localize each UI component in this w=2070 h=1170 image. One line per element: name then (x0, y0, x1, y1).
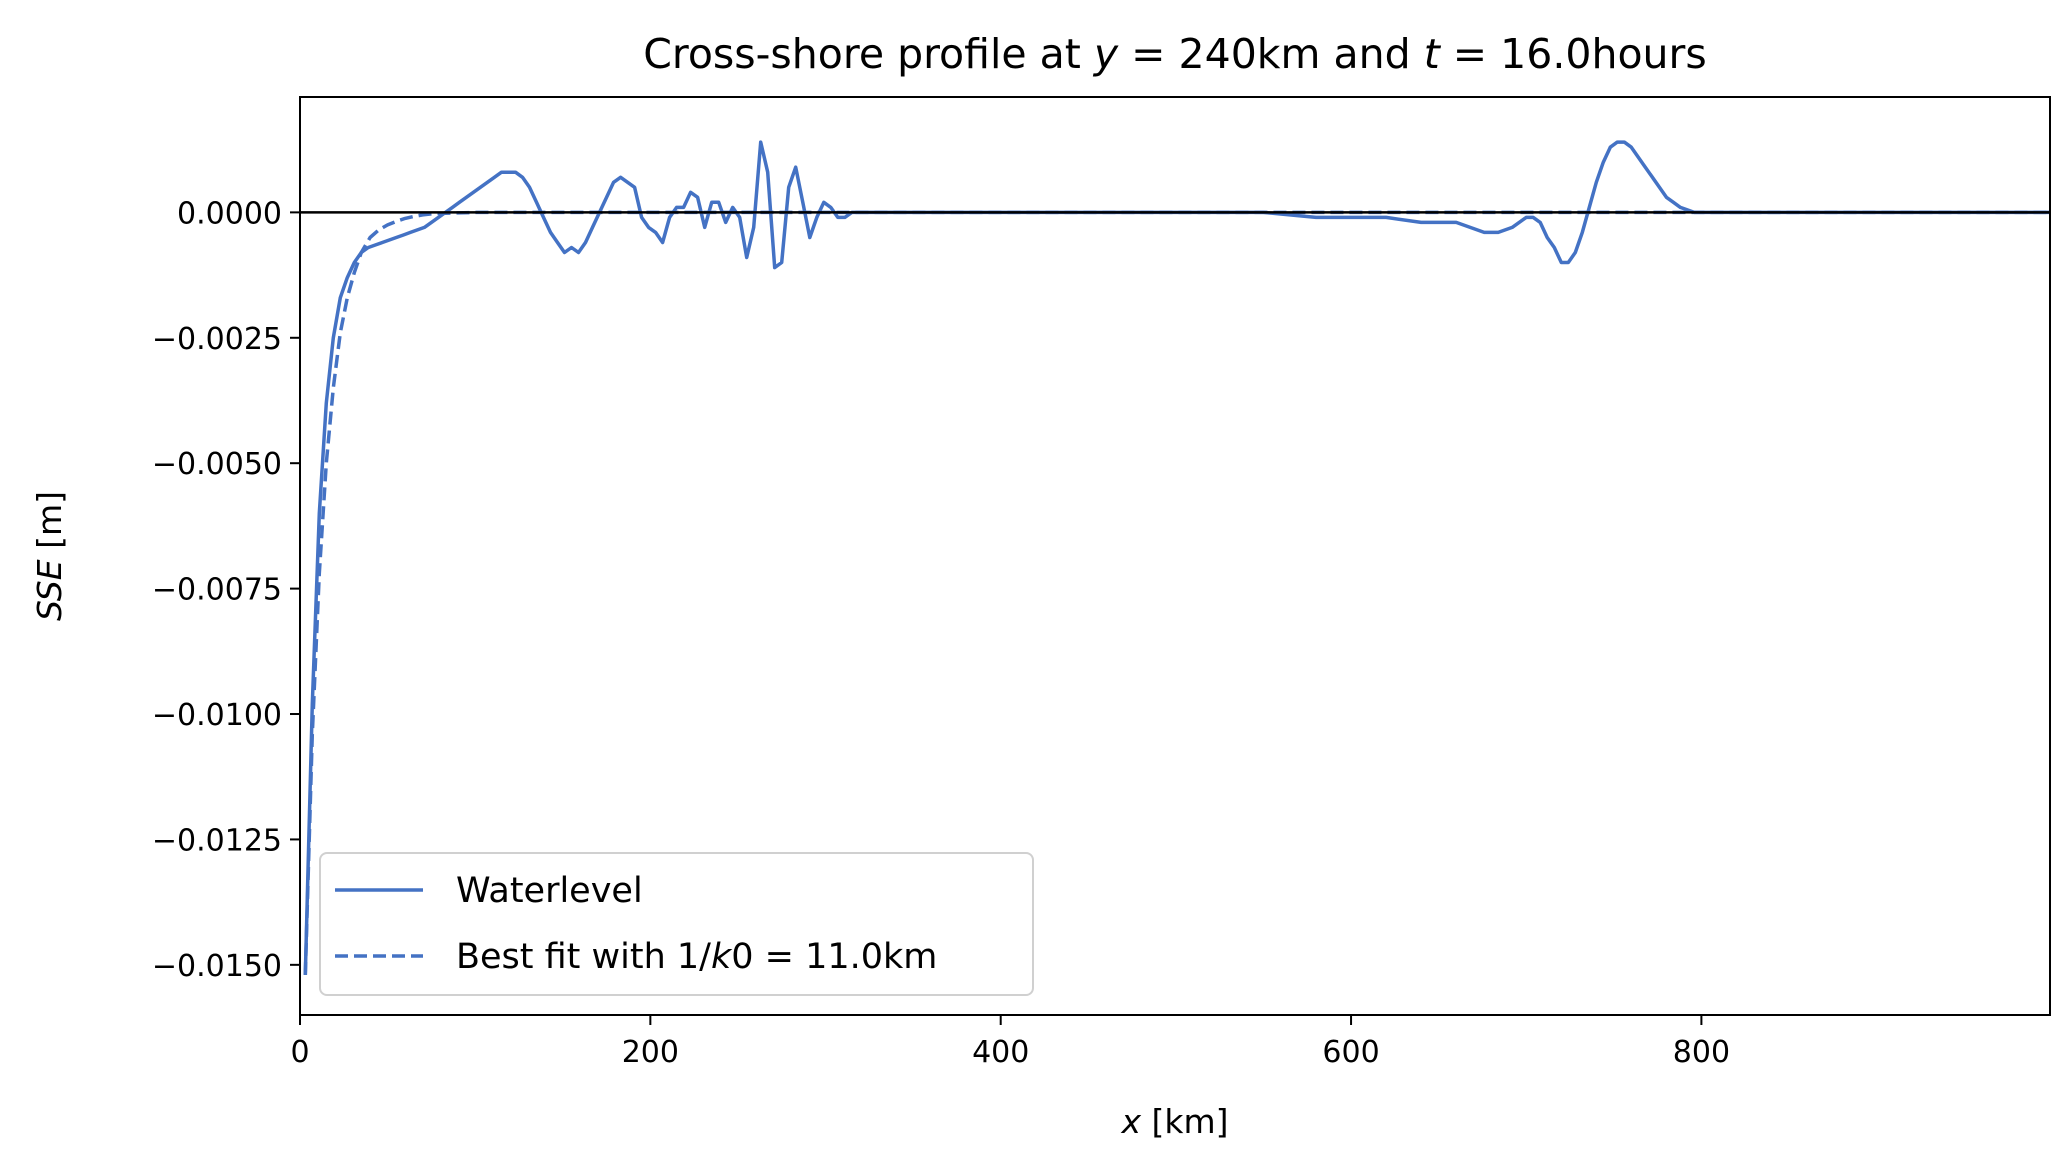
series-line-waterlevel (303, 140, 2050, 975)
y-tick-label: −0.0125 (152, 823, 282, 858)
y-tick-label: −0.0100 (152, 698, 282, 733)
x-tick-label: 200 (622, 1035, 679, 1070)
x-tick-label: 600 (1322, 1035, 1379, 1070)
legend-waterlevel-label: Waterlevel (456, 871, 643, 911)
y-tick-label: 0.0000 (177, 196, 282, 231)
x-axis-ticks: 0 200 400 600 800 (290, 1015, 1730, 1070)
x-axis-label: x [km] (1120, 1102, 1228, 1141)
y-axis-label: SSE [m] (30, 491, 69, 621)
plot-frame (299, 96, 2051, 1016)
y-tick-label: −0.0075 (152, 573, 282, 608)
x-tick-label: 400 (972, 1035, 1029, 1070)
chart-title: Cross-shore profile at y = 240km and t =… (643, 30, 1707, 78)
x-tick-label: 800 (1673, 1035, 1730, 1070)
y-tick-label: −0.0050 (152, 447, 282, 482)
x-tick-label: 0 (290, 1035, 309, 1070)
y-tick-label: −0.0025 (152, 322, 282, 357)
legend-box (319, 852, 1034, 996)
legend: Waterlevel Best fit with 1/k0 = 11.0km (319, 852, 1034, 996)
y-tick-label: −0.0150 (152, 949, 282, 984)
series-layer (303, 140, 2050, 975)
series-line-best-fit (303, 210, 2050, 975)
y-axis-ticks: 0.0000 −0.0025 −0.0050 −0.0075 −0.0100 −0.012… (152, 196, 300, 984)
legend-best-fit-label: Best fit with 1/k0 = 11.0km (456, 937, 937, 977)
